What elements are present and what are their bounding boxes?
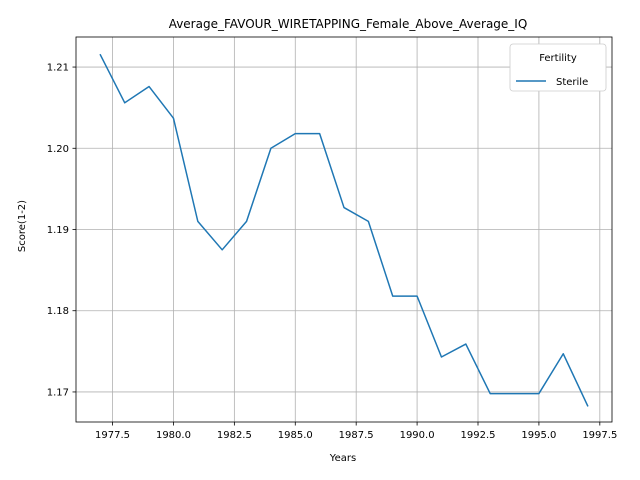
legend-box [509,43,607,92]
chart-title: Average_FAVOUR_WIRETAPPING_Female_Above_… [169,17,528,31]
y-grid [76,66,612,393]
x-tick-label: 1977.5 [95,430,130,441]
x-tick-label: 1980.0 [156,430,191,441]
legend-title: Fertility [539,53,577,64]
x-tick-label: 1992.5 [461,430,496,441]
legend: Fertility Sterile [509,43,607,92]
y-tick-label: 1.20 [47,144,69,155]
y-tick-label: 1.17 [47,387,69,398]
x-tick-label: 1987.5 [339,430,374,441]
y-axis: 1.17 1.18 1.19 1.20 1.21 [47,63,76,398]
y-tick-label: 1.18 [47,306,69,317]
x-tick-label: 1995.0 [521,430,556,441]
x-tick-label: 1982.5 [217,430,252,441]
x-axis: 1977.5 1980.0 1982.5 1985.0 1987.5 1990.0 1992… [95,422,617,441]
y-tick-label: 1.19 [47,225,69,236]
x-tick-label: 1997.5 [582,430,617,441]
x-tick-label: 1985.0 [278,430,313,441]
y-tick-label: 1.21 [47,63,69,74]
series-layer [99,53,589,407]
x-axis-label: Years [329,453,356,464]
x-tick-label: 1990.0 [400,430,435,441]
legend-label-sterile: Sterile [556,77,588,88]
y-axis-label: Score(1-2) [17,200,28,252]
